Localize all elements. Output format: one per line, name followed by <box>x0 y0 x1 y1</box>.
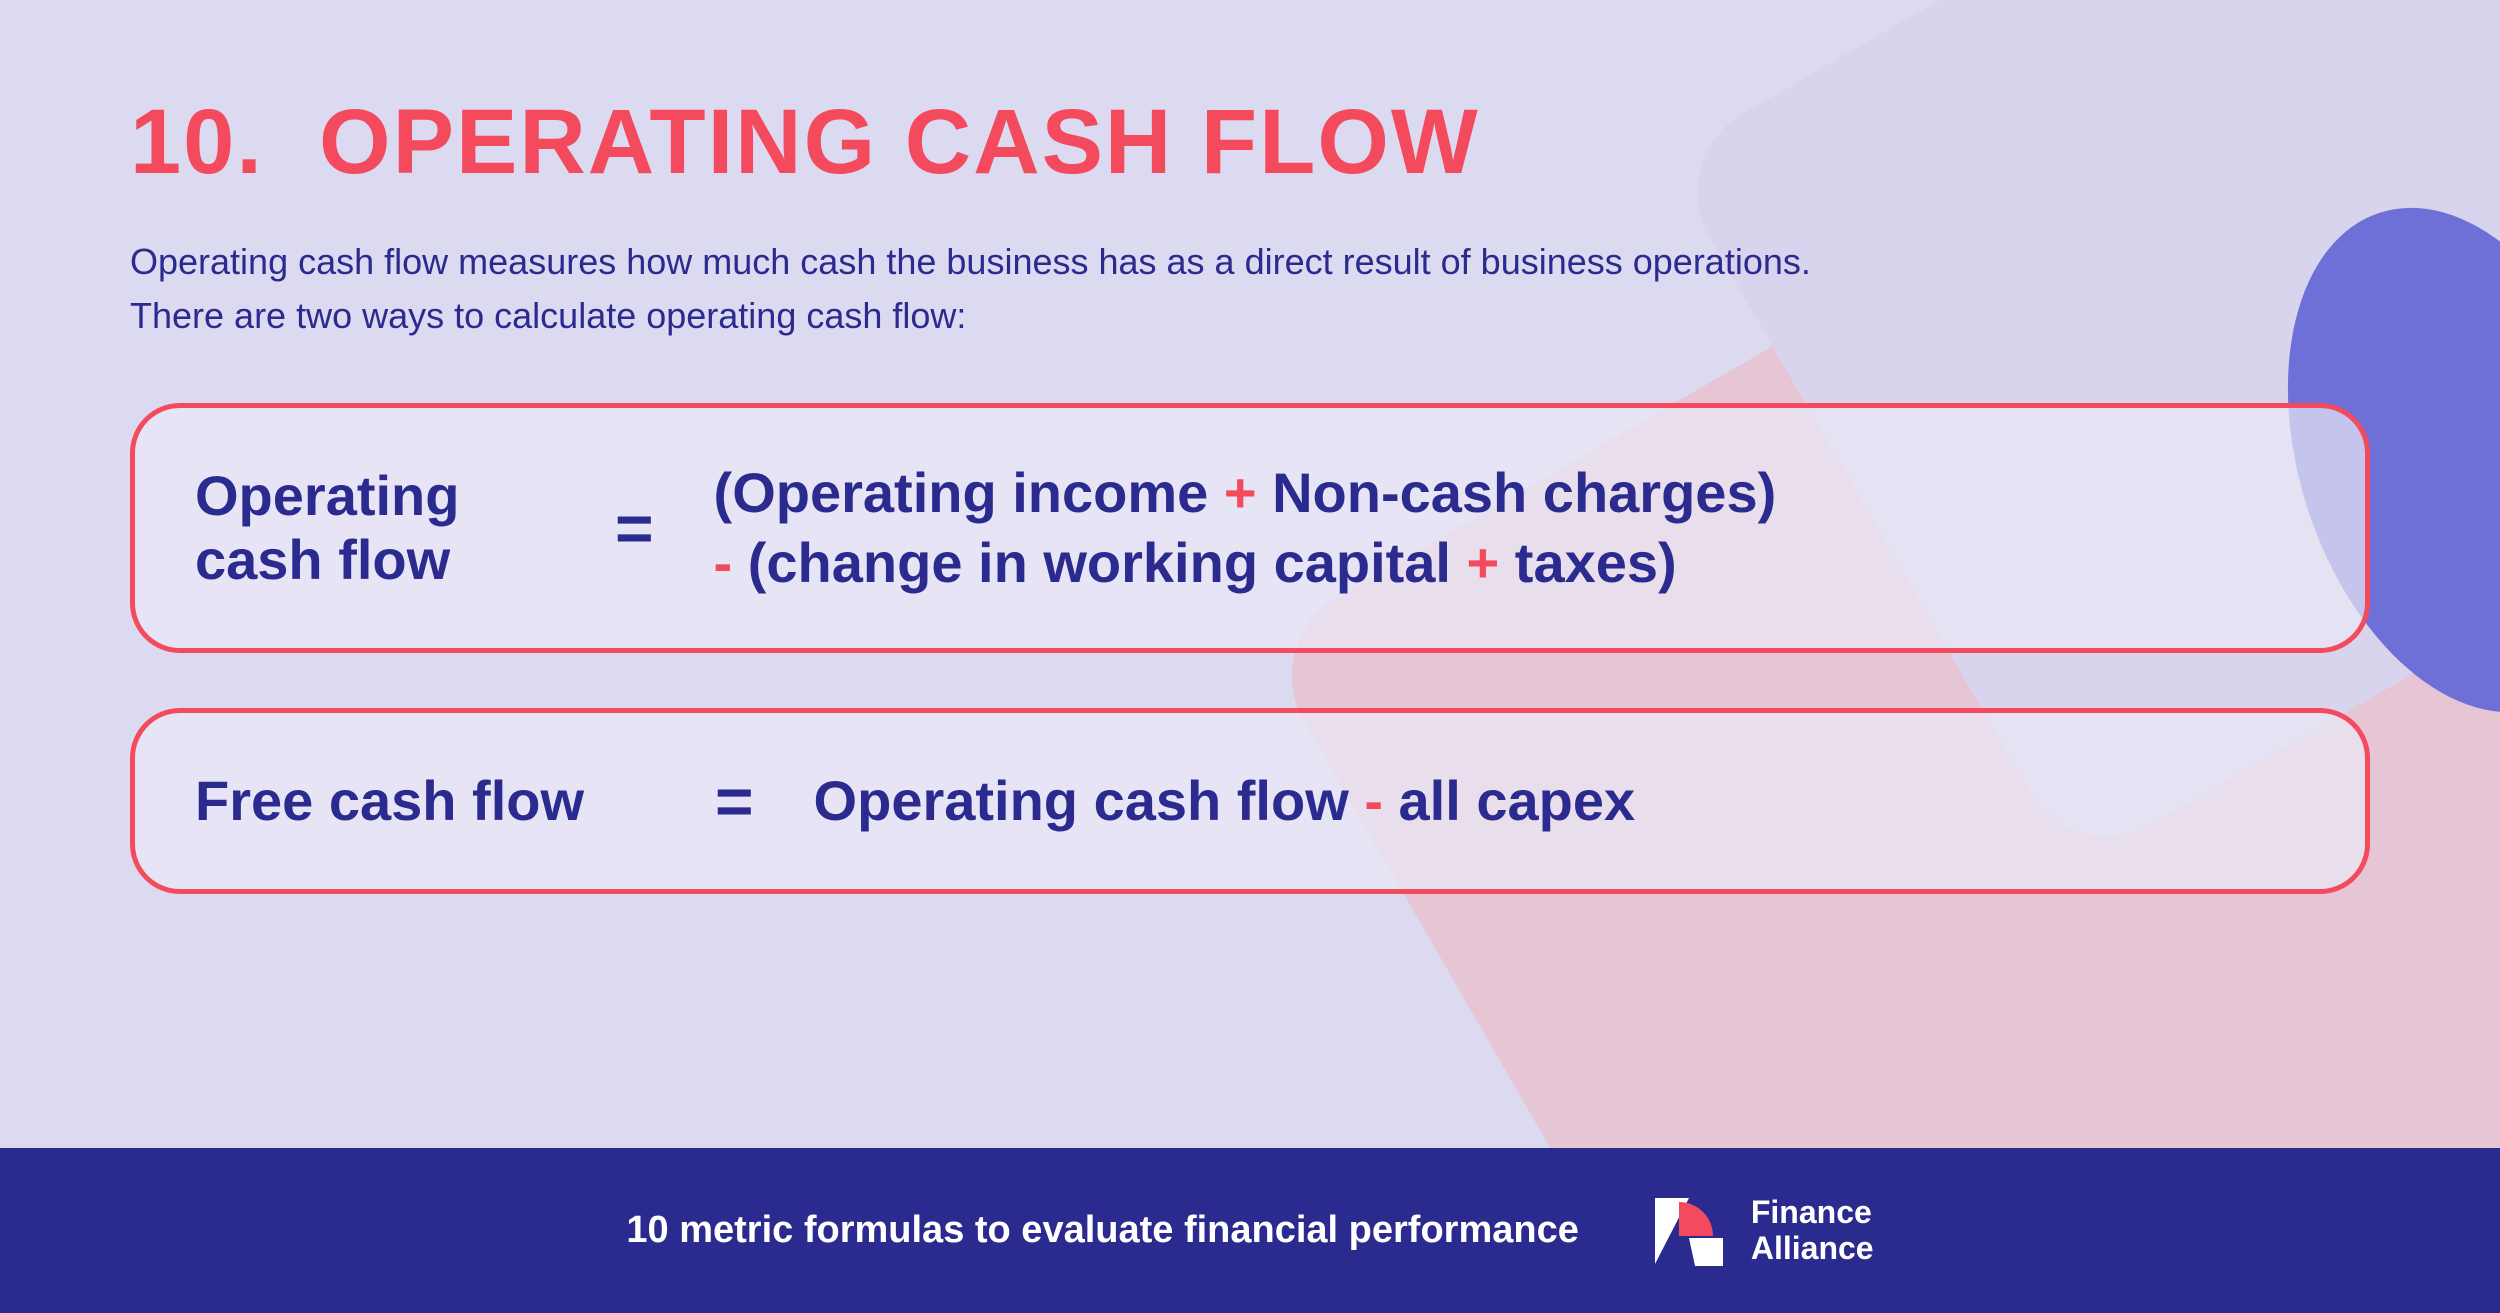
brand-text: Finance Alliance <box>1751 1195 1874 1265</box>
formula-1-left-line2: cash flow <box>195 528 450 591</box>
footer-text: 10 metric formulas to evaluate financial… <box>626 1209 1578 1252</box>
f2r-t1: - <box>1364 769 1383 832</box>
footer-bar: 10 metric formulas to evaluate financial… <box>0 1148 2500 1313</box>
brand-logo-icon <box>1649 1192 1727 1270</box>
formula-1-right: (Operating income + Non-cash charges) - … <box>714 458 1777 598</box>
slide-canvas: 10. OPERATING CASH FLOW Operating cash f… <box>0 0 2500 1313</box>
formula-2-left-line1: Free cash flow <box>195 769 584 832</box>
formula-box-1: Operating cash flow = (Operating income … <box>130 403 2370 653</box>
f1r-t1: + <box>1224 461 1257 524</box>
f1r2-t1: (change in working capital <box>732 531 1466 594</box>
slide-title: 10. OPERATING CASH FLOW <box>130 90 2370 195</box>
title-text: OPERATING CASH FLOW <box>319 91 1480 193</box>
f1r2-t2: + <box>1467 531 1500 594</box>
formula-2-right: Operating cash flow - all capex <box>814 766 1636 836</box>
formula-box-2: Free cash flow = Operating cash flow - a… <box>130 708 2370 894</box>
formula-1-left-line1: Operating <box>195 464 459 527</box>
f1r-t0: (Operating income <box>714 461 1224 524</box>
content-area: 10. OPERATING CASH FLOW Operating cash f… <box>0 0 2500 894</box>
f1r2-t0: - <box>714 531 733 594</box>
formula-2-equals: = <box>715 763 754 839</box>
f2r-t0: Operating cash flow <box>814 769 1365 832</box>
formula-1-left: Operating cash flow <box>195 464 555 593</box>
brand-line1: Finance <box>1751 1194 1872 1230</box>
formula-1-equals: = <box>615 490 654 566</box>
brand-block: Finance Alliance <box>1649 1192 1874 1270</box>
desc-line-1: Operating cash flow measures how much ca… <box>130 241 1811 282</box>
formula-2-left: Free cash flow <box>195 769 655 833</box>
f1r2-t3: taxes) <box>1499 531 1676 594</box>
desc-line-2: There are two ways to calculate operatin… <box>130 295 966 336</box>
title-number: 10. <box>130 91 264 193</box>
slide-description: Operating cash flow measures how much ca… <box>130 235 2230 343</box>
f1r-t2: Non-cash charges) <box>1257 461 1777 524</box>
f2r-t2: all capex <box>1383 769 1635 832</box>
brand-line2: Alliance <box>1751 1230 1874 1266</box>
